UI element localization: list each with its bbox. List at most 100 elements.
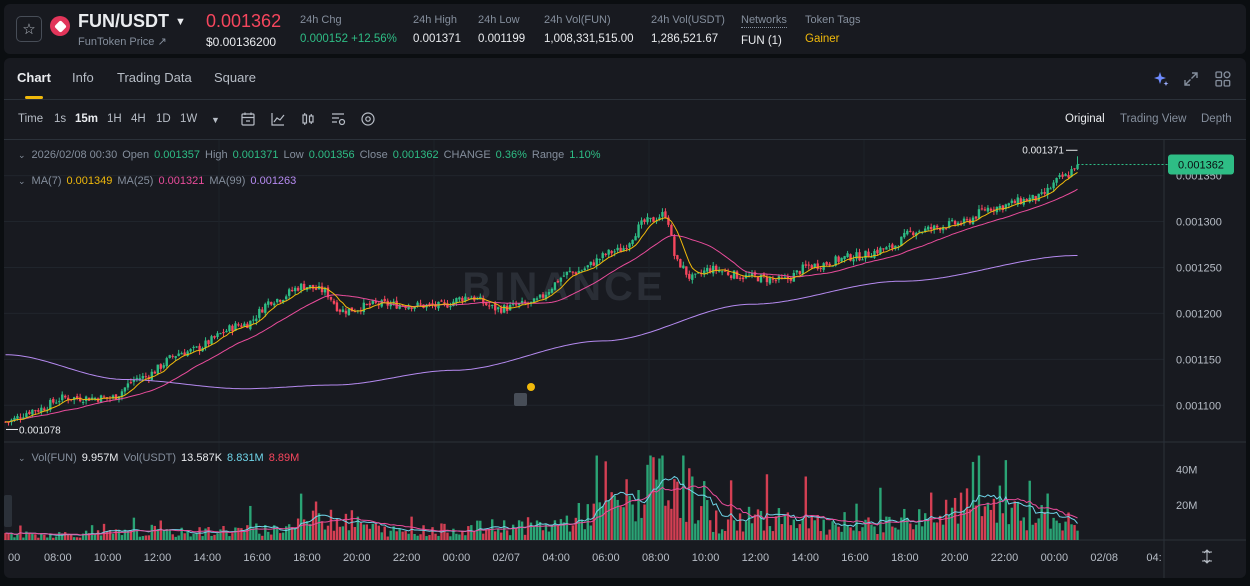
candle-type-icon[interactable] [300,111,316,127]
volume-bar [592,503,595,540]
volume-bar [350,510,354,540]
candle-body [714,265,718,271]
volume-bar [712,531,715,540]
candle-body [428,303,431,305]
candle-body [284,296,288,300]
volume-bar [547,531,551,540]
chart-area[interactable]: BINANCE 0.001350 0.001300 0.001250 0.001200 0… [4,140,1246,578]
candle-body [1067,175,1070,178]
candle-body [455,298,458,303]
candle-body [28,411,31,414]
candle-body [126,383,130,388]
volume-bar [219,529,222,540]
volume-bar [22,537,25,540]
candle-body [276,298,279,303]
volume-bar [1019,520,1022,540]
timeframe-1s[interactable]: 1s [54,113,67,125]
volume-bar [467,526,470,540]
pair-selector[interactable]: FUN/USDT ▼ [78,11,186,32]
candle-body [120,391,124,397]
view-trading-view[interactable]: Trading View [1120,113,1187,125]
candle-body [1028,197,1031,202]
volume-bar [299,493,303,540]
collapse-chevron-icon[interactable]: ⌄ [18,176,26,186]
token-price-link[interactable]: FunToken Price ↗ [78,36,167,48]
volume-bar [795,528,799,540]
candle-body [299,283,303,291]
view-original[interactable]: Original [1065,113,1105,125]
volume-axis-label: 40M [1176,465,1197,477]
candle-body [709,268,712,273]
candle-body [64,395,67,398]
candle-body [231,325,234,332]
fullscreen-expand-icon[interactable] [1182,70,1200,88]
chart-settings-list-icon[interactable] [330,111,346,127]
collapse-chevron-icon[interactable]: ⌄ [18,453,26,463]
collapse-chevron-icon[interactable]: ⌄ [18,150,26,160]
candle-body [610,251,613,254]
volume-ma-long-line [5,485,1078,536]
volume-bar [822,519,825,540]
candle-body [374,301,377,303]
layout-grid-icon[interactable] [1214,70,1232,88]
candle-body [326,287,330,298]
volume-bar [989,509,993,540]
chart-panel: Chart Info Trading Data Square Time 1s 1… [4,58,1246,578]
time-axis-label: 04:00 [542,552,570,564]
candle-body [234,323,237,331]
candle-body [249,320,252,330]
volume-bar [43,534,46,540]
candle-body [876,249,879,254]
candle-body [461,297,464,302]
volume-bar [649,455,652,540]
timeframe-4h[interactable]: 4H [131,113,146,125]
tab-square[interactable]: Square [214,70,256,85]
timeframe-more-caret-icon[interactable]: ▼ [211,115,220,125]
candle-body [556,281,560,283]
volume-bar [1025,530,1028,540]
view-depth[interactable]: Depth [1201,113,1232,125]
volume-bar [771,531,775,540]
timeframe-1d[interactable]: 1D [156,113,171,125]
candle-body [810,265,813,269]
volume-bar [694,523,697,540]
candle-body [344,310,348,314]
candle-body [150,371,154,380]
calendar-icon[interactable] [240,111,256,127]
volume-bar [410,516,413,540]
volume-bar [667,500,670,540]
candle-body [762,274,766,277]
candle-body [168,355,171,358]
candle-body [102,396,106,398]
candle-body [502,305,506,313]
stat-networks[interactable]: Networks FUN (1) [741,14,787,47]
candle-body [637,224,640,238]
candle-body [514,304,518,306]
candle-body [613,251,616,253]
timeframe-1w[interactable]: 1W [180,113,198,125]
tab-chart[interactable]: Chart [17,70,51,99]
settings-gear-icon[interactable] [360,111,376,127]
candle-body [392,301,395,304]
caret-down-icon: ▼ [175,15,186,28]
price-chart-canvas[interactable]: BINANCE0.0013500.0013000.0012500.0012000… [4,140,1246,578]
volume-bar [523,534,527,540]
tab-info[interactable]: Info [72,70,94,85]
volume-bar [1034,522,1037,540]
current-price-label: 0.001362 [1178,160,1224,172]
candle-body [658,217,661,220]
volume-bar [383,526,386,540]
timeframe-1h[interactable]: 1H [107,113,122,125]
stat-label: Networks [741,14,787,28]
timeframe-15m[interactable]: 15m [75,113,99,125]
tab-trading-data[interactable]: Trading Data [117,70,192,85]
indicator-chart-icon[interactable] [270,111,286,127]
timeframe-time[interactable]: Time [18,113,44,125]
volume-bar [67,534,70,540]
favorite-star-button[interactable]: ☆ [16,16,42,42]
candle-body [622,248,625,252]
ai-sparkle-icon[interactable] [1152,70,1170,88]
volume-bar [837,526,840,540]
volume-bar [174,536,177,540]
volume-bar [428,535,431,540]
